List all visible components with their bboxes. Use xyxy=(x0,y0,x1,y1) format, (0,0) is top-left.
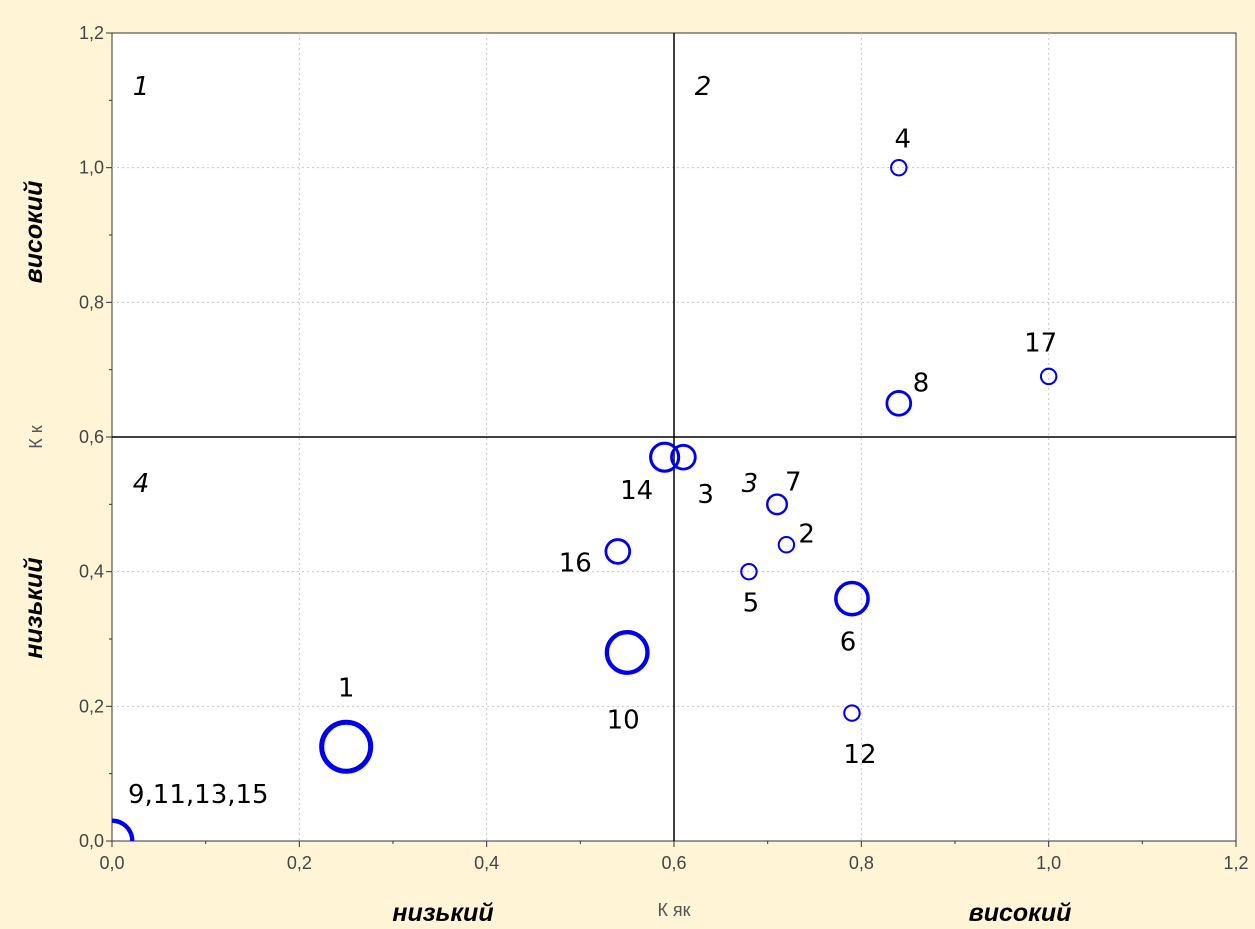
data-point xyxy=(777,536,796,554)
quadrant-label: 3 xyxy=(742,469,759,499)
y-tick-label: 1,2 xyxy=(79,23,104,43)
x-tick-label: 0,2 xyxy=(287,853,312,873)
x-tick-label: 0,4 xyxy=(474,853,499,873)
point-label: 14 xyxy=(620,476,653,506)
x-axis-title: К як xyxy=(657,900,690,920)
data-point xyxy=(843,704,861,722)
y-tick-label: 1,0 xyxy=(79,158,104,178)
y-low-label: низький xyxy=(20,557,48,658)
point-label: 5 xyxy=(743,589,760,619)
point-label: 6 xyxy=(840,628,857,658)
data-point xyxy=(890,158,908,177)
point-label: 2 xyxy=(798,520,815,550)
y-tick-label: 0,2 xyxy=(79,696,104,716)
point-label: 17 xyxy=(1024,328,1057,358)
x-tick-label: 1,2 xyxy=(1223,853,1248,873)
data-point xyxy=(670,443,697,471)
point-label: 12 xyxy=(843,740,876,770)
x-tick-label: 1,0 xyxy=(1036,853,1061,873)
quadrant-label: 2 xyxy=(695,72,712,102)
x-tick-label: 0,6 xyxy=(661,853,686,873)
point-label: 8 xyxy=(913,368,930,398)
data-point xyxy=(834,580,870,617)
x-tick-label: 0,8 xyxy=(849,853,874,873)
point-label: 1 xyxy=(338,674,355,704)
data-point xyxy=(766,493,789,516)
data-point xyxy=(885,390,913,417)
y-tick-label: 0,8 xyxy=(79,292,104,312)
y-tick-label: 0,4 xyxy=(79,562,104,582)
point-label: 16 xyxy=(559,548,592,578)
data-point xyxy=(604,538,632,565)
point-label: 7 xyxy=(785,467,802,497)
data-point xyxy=(604,630,650,675)
quadrant-dividers xyxy=(112,33,1236,841)
quadrant-label: 1 xyxy=(133,72,150,102)
point-label: 4 xyxy=(895,125,912,155)
y-high-label: високий xyxy=(20,181,48,284)
point-label: 9,11,13,15 xyxy=(128,780,269,810)
data-point xyxy=(1039,367,1058,386)
data-point xyxy=(319,719,374,774)
y-tick-label: 0,6 xyxy=(79,427,104,447)
axes: 0,00,0 0,2 0,2 0,4 0,4 0,6 0,6 0,8 0,8 1,0 1,0 1,2 1… xyxy=(79,23,1249,873)
point-label: 10 xyxy=(607,705,640,735)
point-label: 3 xyxy=(697,480,714,510)
data-points xyxy=(112,158,1058,841)
data-point xyxy=(740,562,758,581)
x-tick-label: 0,0 xyxy=(99,853,124,873)
x-low-label: низький xyxy=(392,899,493,927)
y-axis-title: К к xyxy=(26,425,46,448)
data-point xyxy=(649,441,681,473)
y-tick-label: 0,0 xyxy=(79,831,104,851)
x-high-label: високий xyxy=(969,899,1072,927)
quadrant-label: 4 xyxy=(133,469,150,499)
